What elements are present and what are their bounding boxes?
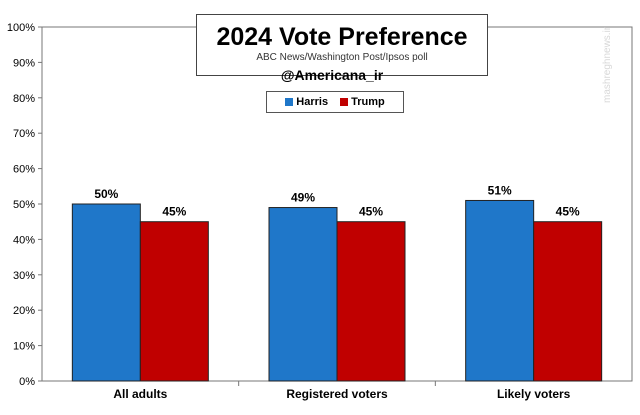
y-tick-label: 70% [13,128,35,140]
legend: Harris Trump [266,91,404,113]
chart-title: 2024 Vote Preference [216,23,468,51]
legend-swatch-harris [285,98,294,106]
bar-trump-2 [533,221,603,382]
data-label-harris-2: 51% [488,183,512,197]
data-label-harris-1: 49% [291,191,315,205]
y-axis: 0% 10% 20% 30% 40% 50% 60% 70% 80% 90% 100% [7,22,42,388]
bar-trump-0 [139,221,209,382]
x-axis: All adults Registered voters Likely voters [113,381,571,401]
data-label-trump-0: 45% [162,205,186,219]
y-tick-label: 40% [13,234,35,246]
y-tick-label: 80% [13,93,35,105]
y-tick-label: 20% [13,305,35,317]
category-label: All adults [113,387,167,401]
y-tick-label: 50% [13,199,35,211]
legend-label-trump: Trump [351,96,385,108]
watermark: mashreghnews.ir [602,26,613,104]
legend-label-harris: Harris [296,96,329,108]
source-handle: @Americana_ir [280,67,384,83]
bar-harris-0 [71,203,141,382]
data-label-harris-0: 50% [94,187,118,201]
y-tick-label: 100% [7,22,35,34]
bar-harris-2 [465,199,535,382]
legend-swatch-trump [340,98,349,106]
y-tick-label: 60% [13,164,35,176]
bar-harris-1 [268,207,338,382]
chart-subtitle: ABC News/Washington Post/Ipsos poll [256,52,428,63]
bars: 50% 45% 49% 45% 51% 45% [71,183,603,382]
legend-item-trump: Trump [340,96,385,108]
y-tick-label: 30% [13,270,35,282]
data-label-trump-2: 45% [556,205,580,219]
y-tick-label: 0% [19,376,35,388]
category-label: Likely voters [497,387,571,401]
y-tick-label: 90% [13,57,35,69]
category-label: Registered voters [286,387,388,401]
data-label-trump-1: 45% [359,205,383,219]
y-tick-label: 10% [13,341,35,353]
legend-item-harris: Harris [285,96,328,108]
title-box: 2024 Vote Preference ABC News/Washington… [196,14,488,76]
bar-trump-1 [336,221,406,382]
